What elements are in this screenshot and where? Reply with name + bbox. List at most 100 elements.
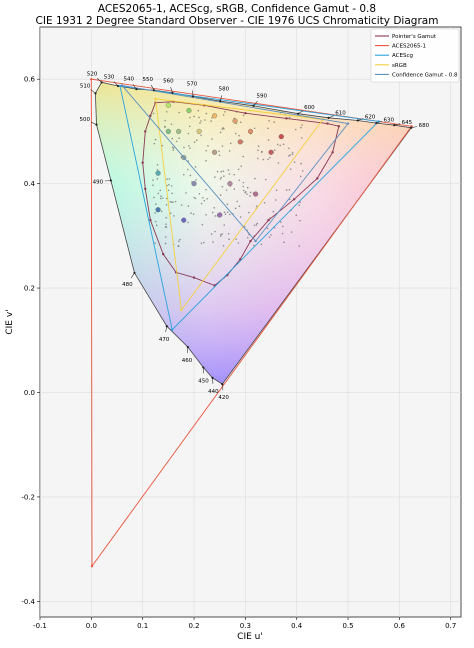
sample-dot (244, 191, 247, 194)
gamut-vertex (154, 97, 157, 100)
legend-label: ACEScg (392, 53, 413, 59)
colored-sample-dot (217, 212, 223, 218)
wavelength-label: 500 (79, 117, 90, 123)
colored-sample-dot (212, 149, 218, 155)
sample-dot (267, 127, 269, 130)
sample-dot (210, 233, 213, 235)
sample-dot (197, 109, 200, 112)
sample-dot (165, 197, 168, 200)
sample-dot (227, 169, 230, 171)
legend-label: Pointer's Gamut (392, 34, 437, 40)
wavelength-marker (219, 100, 222, 103)
sample-dot (154, 212, 156, 214)
sample-dot (211, 211, 214, 214)
sample-dot (225, 189, 228, 191)
sample-dot (285, 189, 288, 191)
sample-dot (153, 196, 155, 199)
sample-dot (205, 159, 207, 162)
sample-dot (270, 234, 272, 236)
sample-dot (211, 117, 213, 119)
sample-dot (178, 137, 180, 140)
sample-dot (165, 216, 168, 219)
sample-dot (272, 210, 275, 213)
sample-dot (221, 145, 224, 147)
gamut-vertex (292, 198, 296, 201)
sample-dot (205, 188, 207, 191)
sample-dot (260, 243, 263, 246)
sample-dot (300, 162, 302, 165)
gamut-vertex (192, 276, 196, 279)
gamut-vertex (326, 122, 329, 125)
sample-dot (160, 197, 162, 200)
gamut-vertex (170, 328, 174, 331)
x-tick-label: 0.2 (188, 622, 199, 630)
gamut-vertex (254, 239, 257, 243)
legend-label: sRGB (392, 63, 407, 69)
sample-dot (257, 145, 260, 148)
sample-dot (189, 147, 191, 150)
sample-dot (288, 116, 291, 119)
wavelength-label: 620 (365, 114, 376, 120)
sample-dot (242, 114, 245, 117)
gamut-vertex (149, 114, 152, 117)
sample-dot (266, 227, 269, 230)
sample-dot (239, 121, 242, 124)
sample-dot (288, 198, 291, 201)
wavelength-label: 490 (93, 180, 104, 186)
colored-sample-dot (191, 181, 197, 187)
sample-dot (223, 175, 225, 177)
sample-dot (223, 211, 226, 213)
sample-dot (227, 232, 230, 235)
sample-dot (229, 142, 232, 145)
sample-dot (299, 219, 301, 222)
y-tick-label: 0.4 (24, 180, 36, 188)
wavelength-label: 580 (219, 87, 230, 93)
sample-dot (281, 110, 284, 113)
sample-dot (293, 161, 296, 164)
sample-dot (220, 176, 223, 179)
sample-dot (224, 213, 227, 216)
sample-dot (187, 205, 190, 207)
colored-sample-dot (165, 102, 171, 108)
sample-dot (222, 244, 225, 247)
sample-dot (238, 205, 241, 207)
sample-dot (164, 236, 167, 238)
wavelength-marker (109, 179, 112, 182)
wavelength-marker (191, 95, 195, 98)
sample-dot (168, 178, 171, 180)
sample-dot (260, 151, 263, 153)
sample-dot (291, 153, 294, 156)
sample-dot (200, 242, 203, 245)
gamut-outline (142, 101, 340, 287)
sample-dot (283, 241, 285, 244)
sample-dot (200, 202, 203, 205)
gamut-vertex (249, 239, 252, 243)
sample-dot (242, 155, 245, 158)
sample-dot (201, 196, 204, 199)
colored-sample-dot (232, 118, 238, 124)
sample-dot (242, 181, 245, 184)
wavelength-marker (116, 84, 120, 88)
sample-dot (175, 140, 178, 143)
sample-dot (235, 238, 237, 240)
sample-dot (154, 242, 156, 244)
wavelength-marker (327, 116, 330, 119)
sample-dot (226, 203, 229, 206)
sample-dot (277, 162, 280, 164)
wavelength-marker (410, 126, 413, 129)
sample-dot (299, 175, 302, 178)
wavelength-label: 570 (187, 81, 198, 87)
sample-dot (255, 224, 258, 226)
sample-dot (294, 128, 297, 131)
sample-dot (189, 116, 191, 119)
wavelength-marker (211, 376, 214, 379)
sample-dot (275, 189, 278, 192)
sample-dot (168, 183, 170, 186)
sample-dot (238, 179, 241, 181)
wavelength-marker (375, 121, 378, 125)
sample-dot (288, 147, 290, 150)
wavelength-label: 420 (218, 395, 229, 401)
sample-dot (172, 201, 174, 203)
